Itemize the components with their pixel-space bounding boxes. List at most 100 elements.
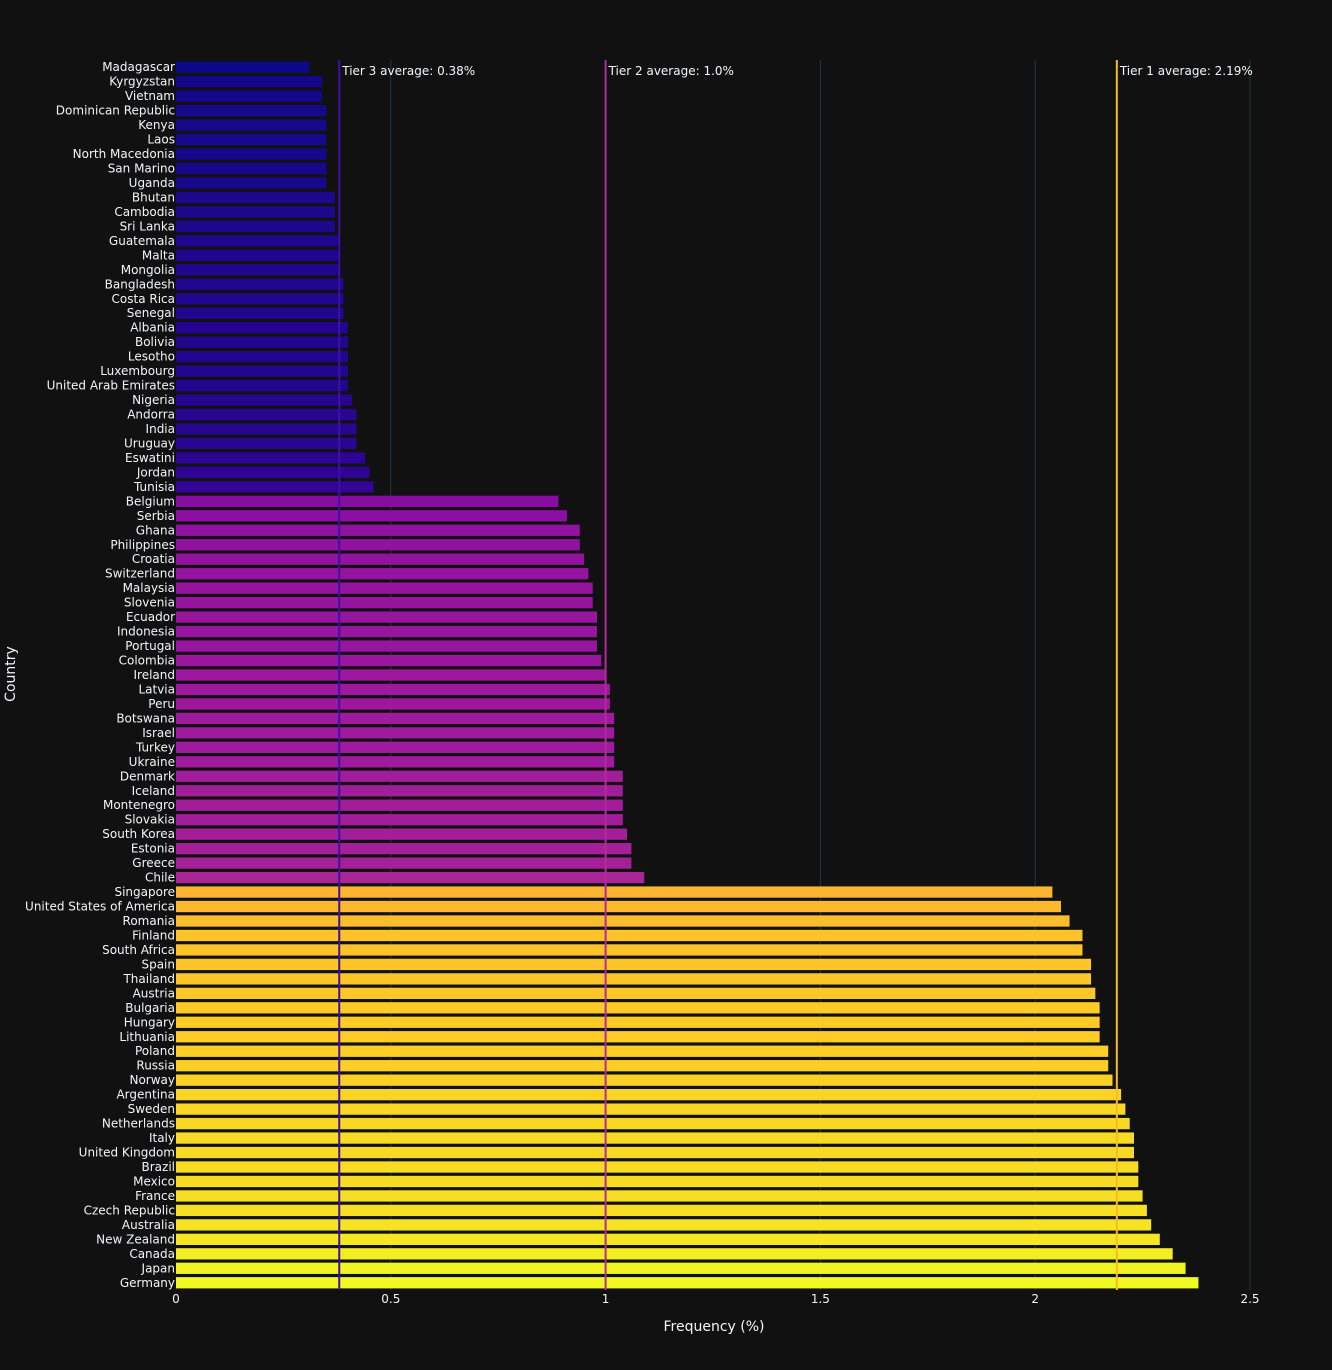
bar-slovakia[interactable] (176, 814, 623, 826)
bar-tunisia[interactable] (176, 481, 374, 493)
bar-north-macedonia[interactable] (176, 148, 327, 160)
bar-chile[interactable] (176, 871, 645, 884)
bar-cambodia[interactable] (176, 206, 335, 218)
bar-brazil[interactable] (176, 1161, 1139, 1173)
bar-kenya[interactable] (176, 119, 327, 131)
bar-bulgaria[interactable] (176, 1002, 1100, 1014)
bar-australia[interactable] (176, 1219, 1152, 1231)
bar-sri-lanka[interactable] (176, 220, 335, 233)
category-label: Denmark (120, 769, 175, 783)
category-label: Laos (147, 133, 175, 147)
category-label: South Korea (102, 827, 175, 841)
category-label: Croatia (132, 552, 175, 566)
bar-botswana[interactable] (176, 712, 615, 725)
bar-greece[interactable] (176, 857, 632, 869)
bar-finland[interactable] (176, 929, 1083, 942)
category-label: Singapore (114, 885, 175, 899)
bar-ukraine[interactable] (176, 756, 615, 768)
bar-latvia[interactable] (176, 683, 610, 696)
category-label: Tunisia (133, 480, 175, 494)
bar-eswatini[interactable] (176, 452, 366, 464)
bar-mexico[interactable] (176, 1175, 1139, 1188)
bar-luxembourg[interactable] (176, 365, 348, 377)
bar-new-zealand[interactable] (176, 1233, 1160, 1245)
bar-belgium[interactable] (176, 495, 559, 507)
bar-estonia[interactable] (176, 843, 632, 855)
bar-switzerland[interactable] (176, 568, 589, 580)
bar-philippines[interactable] (176, 539, 580, 551)
bar-romania[interactable] (176, 915, 1070, 927)
bar-dominican-republic[interactable] (176, 105, 327, 117)
bar-united-arab-emirates[interactable] (176, 379, 348, 392)
bar-poland[interactable] (176, 1045, 1109, 1057)
bar-ecuador[interactable] (176, 611, 598, 623)
bar-costa-rica[interactable] (176, 293, 344, 305)
bar-peru[interactable] (176, 698, 610, 710)
bar-russia[interactable] (176, 1060, 1109, 1072)
bar-japan[interactable] (176, 1262, 1186, 1274)
bar-south-africa[interactable] (176, 944, 1083, 956)
bar-slovenia[interactable] (176, 597, 593, 609)
bar-madagascar[interactable] (176, 61, 310, 73)
bar-malta[interactable] (176, 249, 340, 261)
bar-austria[interactable] (176, 987, 1096, 999)
bar-guatemala[interactable] (176, 235, 340, 247)
bar-iceland[interactable] (176, 785, 623, 797)
bar-united-kingdom[interactable] (176, 1146, 1135, 1159)
bar-india[interactable] (176, 423, 357, 435)
bar-colombia[interactable] (176, 654, 602, 667)
bar-indonesia[interactable] (176, 625, 598, 638)
category-label: Russia (136, 1059, 175, 1073)
bar-ireland[interactable] (176, 669, 606, 681)
bar-bangladesh[interactable] (176, 278, 344, 290)
bar-portugal[interactable] (176, 640, 598, 652)
bar-san-marino[interactable] (176, 162, 327, 175)
bar-netherlands[interactable] (176, 1117, 1130, 1130)
category-label: Czech Republic (84, 1203, 175, 1217)
bar-andorra[interactable] (176, 408, 357, 421)
bar-ghana[interactable] (176, 524, 580, 536)
bar-senegal[interactable] (176, 307, 344, 319)
bar-thailand[interactable] (176, 973, 1092, 985)
bar-france[interactable] (176, 1190, 1143, 1202)
category-label: United Arab Emirates (47, 379, 175, 393)
bar-mongolia[interactable] (176, 264, 340, 276)
category-label: Malta (142, 248, 175, 262)
bar-canada[interactable] (176, 1248, 1173, 1260)
bar-uganda[interactable] (176, 177, 327, 189)
x-tick-label: 0 (172, 1292, 180, 1306)
bar-malaysia[interactable] (176, 582, 593, 594)
bar-argentina[interactable] (176, 1089, 1122, 1101)
bar-singapore[interactable] (176, 886, 1053, 898)
bar-nigeria[interactable] (176, 394, 353, 406)
category-label: Thailand (122, 972, 175, 986)
bar-hungary[interactable] (176, 1016, 1100, 1028)
bar-germany[interactable] (176, 1277, 1199, 1289)
bar-spain[interactable] (176, 958, 1092, 971)
bar-lesotho[interactable] (176, 351, 348, 363)
bar-turkey[interactable] (176, 741, 615, 753)
bar-south-korea[interactable] (176, 828, 628, 840)
bar-albania[interactable] (176, 322, 348, 334)
bar-serbia[interactable] (176, 510, 567, 522)
bar-norway[interactable] (176, 1074, 1113, 1086)
x-tick-label: 1.5 (811, 1292, 830, 1306)
bar-italy[interactable] (176, 1132, 1135, 1144)
bar-lithuania[interactable] (176, 1031, 1100, 1043)
bar-united-states-of-america[interactable] (176, 900, 1061, 913)
bar-kyrgyzstan[interactable] (176, 76, 323, 88)
bar-vietnam[interactable] (176, 90, 323, 102)
bar-israel[interactable] (176, 727, 615, 739)
category-label: Philippines (110, 538, 175, 552)
bar-denmark[interactable] (176, 770, 623, 782)
bar-laos[interactable] (176, 133, 327, 146)
bar-montenegro[interactable] (176, 799, 623, 811)
category-label: Eswatini (125, 451, 175, 465)
bar-jordan[interactable] (176, 466, 370, 479)
bar-uruguay[interactable] (176, 437, 357, 450)
bar-bolivia[interactable] (176, 336, 348, 348)
bar-bhutan[interactable] (176, 191, 335, 204)
bar-czech-republic[interactable] (176, 1204, 1147, 1217)
bar-croatia[interactable] (176, 553, 585, 565)
bar-sweden[interactable] (176, 1103, 1126, 1115)
